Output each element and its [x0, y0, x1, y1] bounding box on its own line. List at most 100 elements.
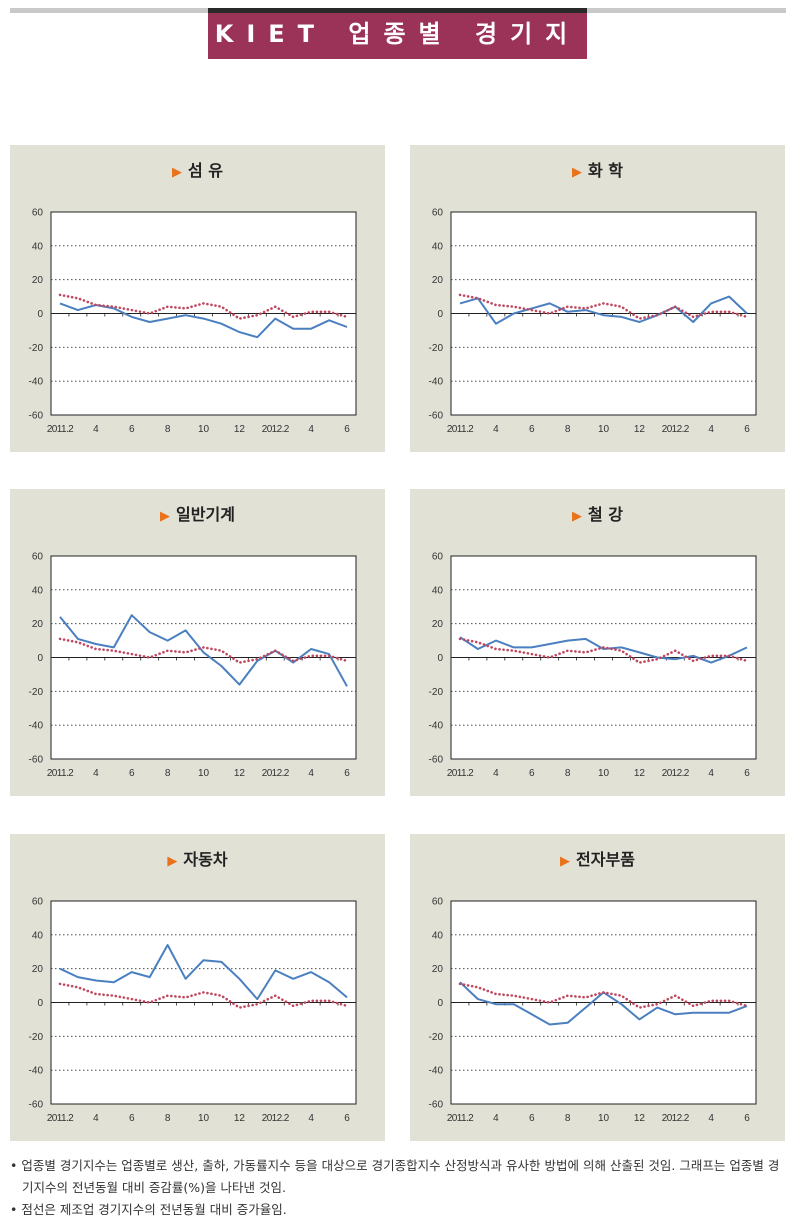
x-tick-label: 12 [234, 1113, 246, 1124]
y-tick-label: -40 [429, 1066, 444, 1077]
series-line-manufacturing [458, 293, 749, 320]
y-tick-label: -20 [29, 687, 44, 698]
x-tick-label: 10 [198, 768, 210, 779]
y-tick-label: 20 [32, 275, 44, 286]
series-line-manufacturing [458, 982, 749, 1009]
x-tick-label: 4 [93, 1113, 99, 1124]
x-tick-label: 2011.2 [47, 424, 74, 435]
y-tick-label: 0 [437, 998, 443, 1009]
y-tick-label: 60 [432, 208, 444, 219]
y-tick-label: 60 [32, 208, 44, 219]
y-tick-label: -20 [29, 343, 44, 354]
y-tick-label: 40 [32, 241, 44, 252]
y-tick-label: 40 [432, 241, 444, 252]
page-title: KIET 업종별 경기지수 [208, 8, 587, 90]
chart-title: 섬 유 [187, 161, 223, 180]
x-tick-label: 10 [598, 1113, 610, 1124]
series-line-manufacturing [458, 637, 749, 664]
series-line-manufacturing [58, 293, 349, 320]
play-triangle-icon: ▶ [571, 165, 582, 180]
x-tick-label: 6 [129, 1113, 135, 1124]
y-tick-label: 0 [437, 309, 443, 320]
y-tick-label: 40 [32, 585, 44, 596]
play-triangle-icon: ▶ [560, 854, 571, 869]
x-tick-label: 8 [565, 768, 571, 779]
footnotes: • 업종별 경기지수는 업종별로 생산, 출하, 가동률지수 등을 대상으로 경… [10, 1155, 790, 1221]
chart-title: 화 학 [587, 161, 623, 180]
x-tick-label: 4 [308, 1113, 314, 1124]
x-tick-label: 4 [308, 424, 314, 435]
y-tick-label: -40 [29, 721, 44, 732]
x-tick-label: 6 [129, 768, 135, 779]
chart-panel-automobile: ▶ 자동차 60 40 20 0 -20 -40 -60 2011.2 4 6 8 10 12 2012.2… [10, 834, 385, 1141]
x-tick-label: 10 [598, 768, 610, 779]
x-tick-label: 6 [344, 1113, 350, 1124]
x-tick-label: 4 [708, 424, 714, 435]
x-tick-label: 4 [493, 424, 499, 435]
x-tick-label: 4 [493, 768, 499, 779]
x-tick-label: 10 [198, 424, 210, 435]
x-tick-label: 6 [744, 424, 750, 435]
play-triangle-icon: ▶ [160, 509, 171, 524]
y-tick-label: -40 [429, 721, 444, 732]
x-tick-label: 2011.2 [447, 424, 474, 435]
y-tick-label: 20 [432, 619, 444, 630]
y-tick-label: -20 [429, 1032, 444, 1043]
y-tick-label: -20 [29, 1032, 44, 1043]
x-tick-label: 2012.2 [662, 1113, 690, 1124]
chart-title: 일반기계 [176, 505, 235, 524]
x-tick-label: 12 [634, 1113, 646, 1124]
chart-panel-chemical: ▶ 화 학 60 40 20 0 -20 -40 -60 2011.2 4 6 8 10 12 2012.2… [410, 145, 785, 452]
x-tick-label: 10 [598, 424, 610, 435]
x-tick-label: 4 [493, 1113, 499, 1124]
chart-title: 철 강 [587, 505, 623, 524]
x-tick-label: 6 [529, 768, 535, 779]
series-line-industry [59, 614, 348, 687]
x-tick-label: 8 [165, 424, 171, 435]
chart-panel-electronic-parts: ▶ 전자부품 60 40 20 0 -20 -40 -60 2011.2 4 6 8 10 12 2012.… [410, 834, 785, 1141]
play-triangle-icon: ▶ [167, 854, 178, 869]
y-tick-label: -60 [429, 411, 444, 422]
y-tick-label: 20 [32, 619, 44, 630]
x-tick-label: 4 [93, 424, 99, 435]
y-tick-label: -60 [429, 1100, 444, 1111]
x-tick-label: 6 [129, 424, 135, 435]
x-tick-label: 8 [165, 768, 171, 779]
x-tick-label: 4 [308, 768, 314, 779]
x-tick-label: 2011.2 [447, 1113, 474, 1124]
series-line-manufacturing [58, 637, 349, 664]
x-tick-label: 6 [744, 1113, 750, 1124]
chart-panel-machinery: ▶ 일반기계 60 40 20 0 -20 -40 -60 2011.2 4 6 8 10 12 2012.… [10, 489, 385, 796]
footnote: • 점선은 제조업 경기지수의 전년동월 대비 증가율임. [10, 1202, 287, 1217]
chart-title: 전자부품 [576, 850, 635, 869]
x-tick-label: 8 [165, 1113, 171, 1124]
y-tick-label: -20 [429, 343, 444, 354]
y-tick-label: 60 [32, 552, 44, 563]
series-line-manufacturing [58, 982, 349, 1009]
x-tick-label: 2012.2 [262, 1113, 290, 1124]
series-line-industry [459, 295, 748, 325]
y-tick-label: -40 [429, 377, 444, 388]
x-tick-label: 6 [344, 424, 350, 435]
chart-panel-textile: ▶ 섬 유 60 40 20 0 -20 -40 -60 2011.2 4 6 8 10 12 2012.2… [10, 145, 385, 452]
x-tick-label: 12 [234, 768, 246, 779]
y-tick-label: -20 [429, 687, 444, 698]
x-tick-label: 6 [344, 768, 350, 779]
series-line-industry [459, 636, 748, 664]
series-line-industry [59, 944, 348, 1001]
play-triangle-icon: ▶ [571, 509, 582, 524]
x-tick-label: 6 [529, 424, 535, 435]
y-tick-label: 20 [432, 964, 444, 975]
x-tick-label: 6 [529, 1113, 535, 1124]
y-tick-label: 0 [37, 653, 43, 664]
chart-panel-steel: ▶ 철 강 60 40 20 0 -20 -40 -60 2011.2 4 6 8 10 12 2012.2… [410, 489, 785, 796]
y-tick-label: 0 [437, 653, 443, 664]
y-tick-label: 20 [32, 964, 44, 975]
footnote: • 업종별 경기지수는 업종별로 생산, 출하, 가동률지수 등을 대상으로 경… [10, 1158, 780, 1195]
x-tick-label: 10 [198, 1113, 210, 1124]
